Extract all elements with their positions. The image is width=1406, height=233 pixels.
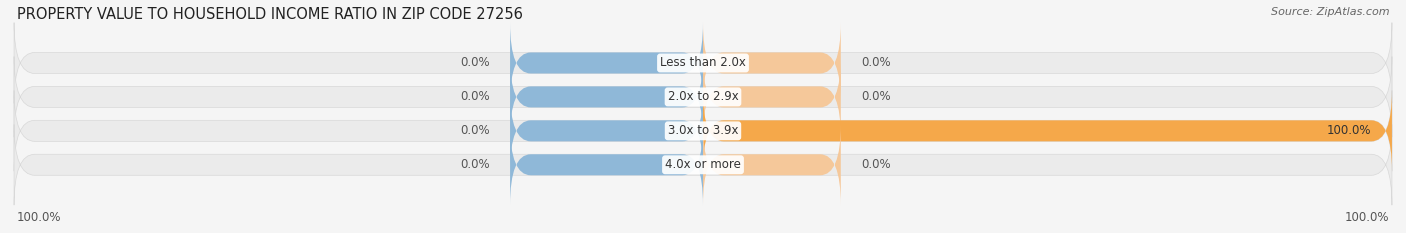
Text: 100.0%: 100.0% [1327,124,1371,137]
FancyBboxPatch shape [14,57,1392,137]
FancyBboxPatch shape [703,124,841,205]
Text: 4.0x or more: 4.0x or more [665,158,741,171]
Text: 0.0%: 0.0% [460,56,489,69]
FancyBboxPatch shape [510,90,703,171]
Text: 3.0x to 3.9x: 3.0x to 3.9x [668,124,738,137]
Text: 0.0%: 0.0% [862,158,891,171]
Text: 100.0%: 100.0% [1344,211,1389,224]
FancyBboxPatch shape [510,57,703,137]
FancyBboxPatch shape [14,23,1392,103]
FancyBboxPatch shape [14,90,1392,171]
Text: Source: ZipAtlas.com: Source: ZipAtlas.com [1271,7,1389,17]
FancyBboxPatch shape [14,124,1392,205]
Text: PROPERTY VALUE TO HOUSEHOLD INCOME RATIO IN ZIP CODE 27256: PROPERTY VALUE TO HOUSEHOLD INCOME RATIO… [17,7,523,22]
Text: 2.0x to 2.9x: 2.0x to 2.9x [668,90,738,103]
FancyBboxPatch shape [703,57,841,137]
Text: 0.0%: 0.0% [460,124,489,137]
Text: 100.0%: 100.0% [17,211,62,224]
FancyBboxPatch shape [703,23,841,103]
Text: Less than 2.0x: Less than 2.0x [659,56,747,69]
Legend: Without Mortgage, With Mortgage: Without Mortgage, With Mortgage [578,230,828,233]
FancyBboxPatch shape [703,90,1392,171]
FancyBboxPatch shape [510,23,703,103]
Text: 0.0%: 0.0% [862,56,891,69]
Text: 0.0%: 0.0% [460,90,489,103]
Text: 0.0%: 0.0% [460,158,489,171]
Text: 0.0%: 0.0% [862,90,891,103]
FancyBboxPatch shape [510,124,703,205]
